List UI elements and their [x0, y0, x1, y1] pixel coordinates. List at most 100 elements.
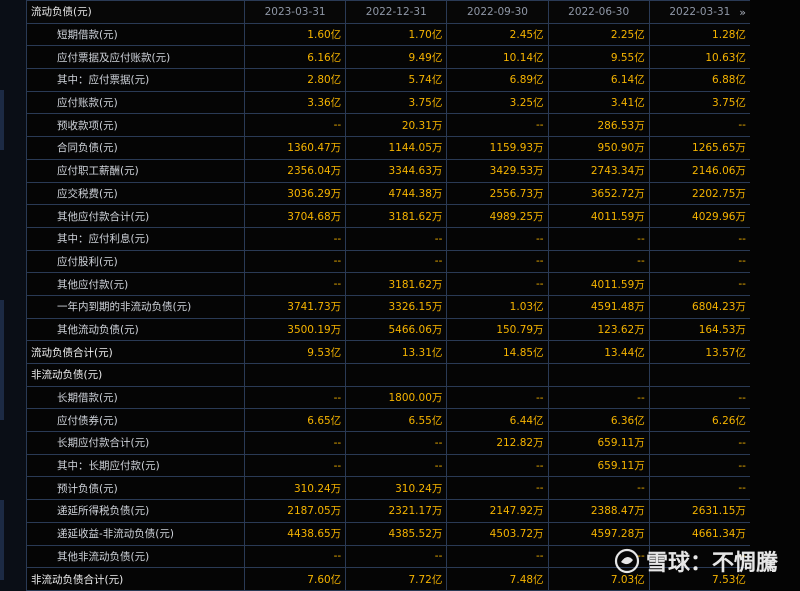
value-cell: 4744.38万	[345, 181, 448, 206]
table-row[interactable]: 应付职工薪酬(元) 2356.04万 3344.63万 3429.53万 2743.34…	[26, 158, 750, 183]
value-cell: --	[547, 476, 650, 501]
row-label: 应付股利(元)	[26, 249, 245, 274]
double-chevron-right-icon[interactable]: »	[739, 6, 746, 19]
value-cell: 9.55亿	[547, 45, 650, 70]
value-cell: 1360.47万	[243, 136, 347, 160]
value-cell: --	[446, 453, 549, 478]
row-label: 合同负债(元)	[26, 136, 245, 160]
header-title: 流动负债(元)	[26, 0, 245, 24]
value-cell: 123.62万	[547, 317, 650, 342]
value-cell: --	[648, 113, 750, 138]
value-cell: 10.14亿	[446, 45, 549, 70]
value-cell: 2146.06万	[648, 158, 750, 183]
date-column-header[interactable]: 2022-12-31	[345, 0, 448, 24]
value-cell: 1159.93万	[446, 136, 549, 160]
scrollbar-track[interactable]	[750, 0, 800, 591]
balance-sheet-table-container[interactable]: 流动负债(元) 2023-03-31 2022-12-31 2022-09-30…	[26, 0, 750, 591]
value-cell: 6.65亿	[243, 408, 347, 433]
value-cell: 2.25亿	[547, 22, 650, 47]
value-cell: 4503.72万	[446, 521, 549, 546]
row-label: 非流动负债(元)	[26, 363, 245, 387]
date-column-header-last[interactable]: 2022-03-31 »	[648, 0, 750, 24]
value-cell: 4597.28万	[547, 521, 650, 546]
row-label: 其他流动负债(元)	[26, 317, 245, 342]
date-column-header[interactable]: 2023-03-31	[243, 0, 347, 24]
table-row[interactable]: 应付股利(元) -- -- -- -- --	[26, 249, 750, 274]
left-strip-segment	[0, 300, 4, 420]
value-cell: 1.60亿	[243, 22, 347, 47]
value-cell: 7.60亿	[243, 567, 347, 591]
value-cell: 2388.47万	[547, 499, 650, 523]
snowball-logo-icon	[614, 548, 640, 574]
date-column-header[interactable]: 2022-09-30	[446, 0, 549, 24]
value-cell: --	[243, 249, 347, 274]
table-section-row[interactable]: 非流动负债合计(元) 7.60亿 7.72亿 7.48亿 7.03亿 7.53亿	[26, 567, 750, 591]
value-cell: 950.90万	[547, 136, 650, 160]
value-cell: --	[446, 226, 549, 251]
value-cell: 310.24万	[345, 476, 448, 501]
value-cell: 13.57亿	[648, 340, 750, 364]
table-row[interactable]: 其中：长期应付款(元) -- -- -- 659.11万 --	[26, 453, 750, 478]
value-cell	[345, 363, 448, 387]
value-cell: --	[446, 385, 549, 410]
value-cell: 2556.73万	[446, 181, 549, 206]
table-row[interactable]: 其他应付款合计(元) 3704.68万 3181.62万 4989.25万 4011.5…	[26, 204, 750, 228]
value-cell: --	[345, 226, 448, 251]
value-cell: 3741.73万	[243, 294, 347, 319]
table-row[interactable]: 应交税费(元) 3036.29万 4744.38万 2556.73万 3652.72万 2…	[26, 181, 750, 206]
table-row[interactable]: 合同负债(元) 1360.47万 1144.05万 1159.93万 950.90万 12…	[26, 136, 750, 160]
table-row[interactable]: 递延收益-非流动负债(元) 4438.65万 4385.52万 4503.72万 459…	[26, 521, 750, 546]
table-row[interactable]: 其他应付款(元) -- 3181.62万 -- 4011.59万 --	[26, 272, 750, 296]
value-cell: 5466.06万	[345, 317, 448, 342]
date-column-header[interactable]: 2022-06-30	[547, 0, 650, 24]
table-row[interactable]: 短期借款(元) 1.60亿 1.70亿 2.45亿 2.25亿 1.28亿	[26, 22, 750, 47]
value-cell: --	[243, 453, 347, 478]
value-cell: 1.03亿	[446, 294, 549, 319]
row-label: 其中：长期应付款(元)	[26, 453, 245, 478]
value-cell: 1800.00万	[345, 385, 448, 410]
table-body: 短期借款(元) 1.60亿 1.70亿 2.45亿 2.25亿 1.28亿 应付票据及应付账…	[26, 22, 750, 591]
table-section-row[interactable]: 非流动负债(元)	[26, 363, 750, 387]
value-cell: 4011.59万	[547, 204, 650, 228]
table-row[interactable]: 应付债券(元) 6.65亿 6.55亿 6.44亿 6.36亿 6.26亿	[26, 408, 750, 433]
table-row[interactable]: 其中：应付利息(元) -- -- -- -- --	[26, 226, 750, 251]
table-row[interactable]: 其他流动负债(元) 3500.19万 5466.06万 150.79万 123.62万 1…	[26, 317, 750, 342]
table-row[interactable]: 长期应付款合计(元) -- -- 212.82万 659.11万 --	[26, 431, 750, 455]
table-row[interactable]: 应付票据及应付账款(元) 6.16亿 9.49亿 10.14亿 9.55亿 10.63亿	[26, 45, 750, 70]
value-cell: 2.80亿	[243, 68, 347, 92]
value-cell: 3500.19万	[243, 317, 347, 342]
row-label: 递延所得税负债(元)	[26, 499, 245, 523]
value-cell: 3181.62万	[345, 204, 448, 228]
value-cell: --	[345, 249, 448, 274]
table-row[interactable]: 应付账款(元) 3.36亿 3.75亿 3.25亿 3.41亿 3.75亿	[26, 90, 750, 115]
row-label: 递延收益-非流动负债(元)	[26, 521, 245, 546]
value-cell: 1.28亿	[648, 22, 750, 47]
table-section-row[interactable]: 流动负债合计(元) 9.53亿 13.31亿 14.85亿 13.44亿 13.57亿	[26, 340, 750, 364]
value-cell: --	[243, 272, 347, 296]
value-cell: 3.41亿	[547, 90, 650, 115]
value-cell: 14.85亿	[446, 340, 549, 364]
value-cell: 2147.92万	[446, 499, 549, 523]
value-cell: --	[243, 544, 347, 569]
value-cell: 4591.48万	[547, 294, 650, 319]
value-cell: --	[345, 544, 448, 569]
value-cell: 4029.96万	[648, 204, 750, 228]
row-label: 其他应付款合计(元)	[26, 204, 245, 228]
table-row[interactable]: 长期借款(元) -- 1800.00万 -- -- --	[26, 385, 750, 410]
value-cell	[648, 363, 750, 387]
row-label: 流动负债合计(元)	[26, 340, 245, 364]
value-cell: --	[243, 113, 347, 138]
row-label: 应付票据及应付账款(元)	[26, 45, 245, 70]
table-row[interactable]: 预收款项(元) -- 20.31万 -- 286.53万 --	[26, 113, 750, 138]
value-cell: --	[648, 453, 750, 478]
value-cell: 4385.52万	[345, 521, 448, 546]
table-row[interactable]: 一年内到期的非流动负债(元) 3741.73万 3326.15万 1.03亿 4591.…	[26, 294, 750, 319]
value-cell: --	[648, 476, 750, 501]
table-row[interactable]: 其中：应付票据(元) 2.80亿 5.74亿 6.89亿 6.14亿 6.88亿	[26, 68, 750, 92]
table-row[interactable]: 递延所得税负债(元) 2187.05万 2321.17万 2147.92万 2388.4…	[26, 499, 750, 523]
value-cell: --	[547, 226, 650, 251]
table-row[interactable]: 预计负债(元) 310.24万 310.24万 -- -- --	[26, 476, 750, 501]
value-cell: 150.79万	[446, 317, 549, 342]
value-cell: --	[243, 431, 347, 455]
row-label: 一年内到期的非流动负债(元)	[26, 294, 245, 319]
